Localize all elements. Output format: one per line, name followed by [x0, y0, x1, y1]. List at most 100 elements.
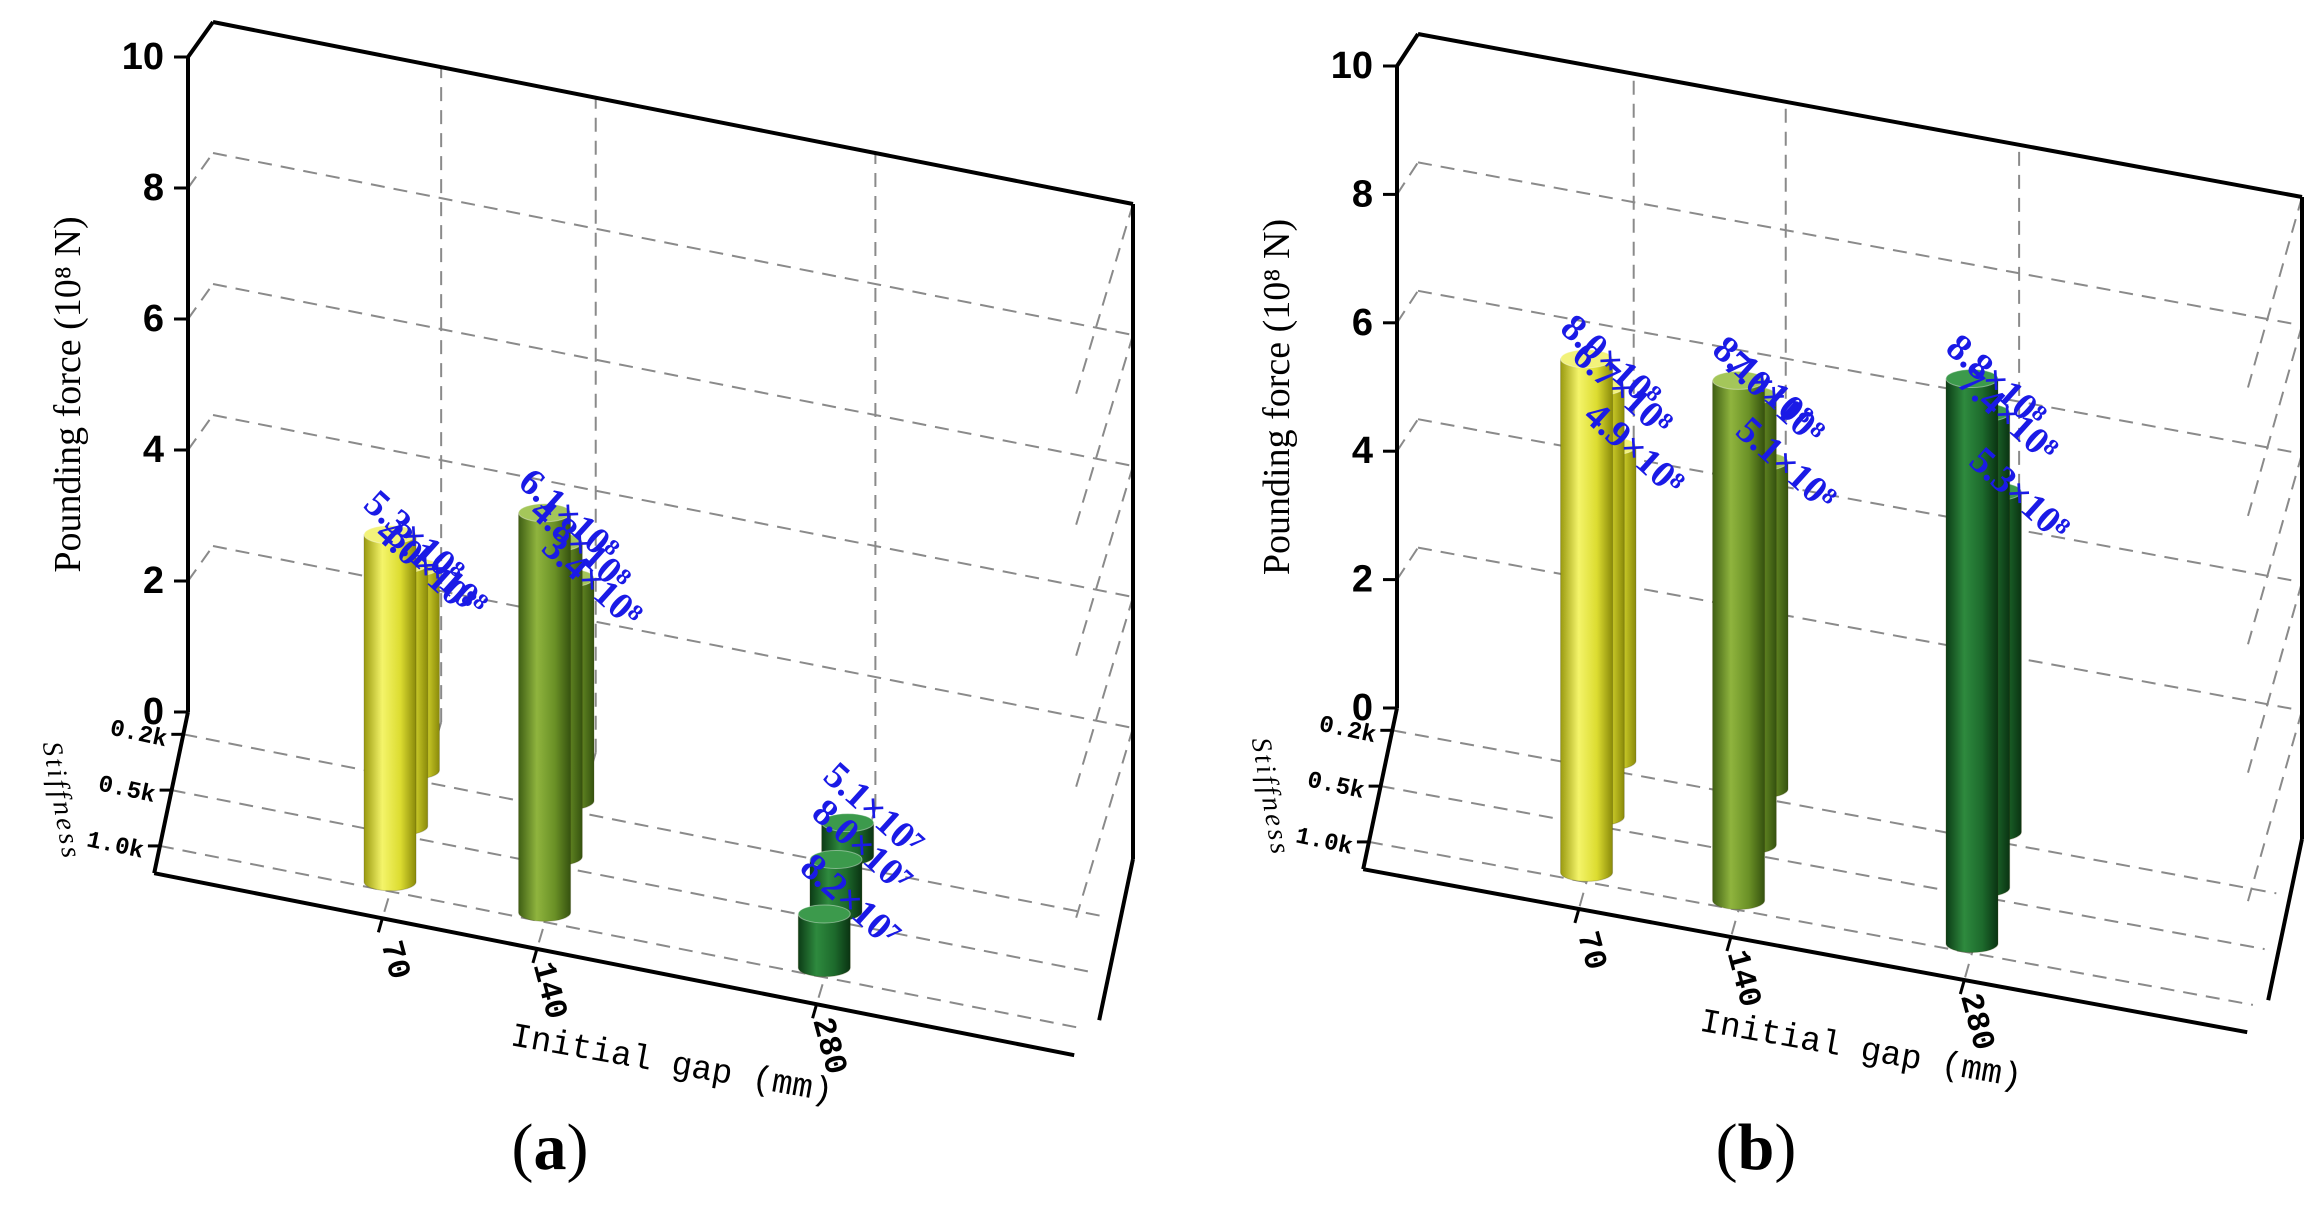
- stiffness-tick-label: 1.0k: [84, 827, 146, 865]
- bar-280-1.0k: [797, 904, 851, 978]
- grid-line-right: [2246, 196, 2303, 391]
- stiffness-axis-title: Stiffness: [1245, 735, 1296, 859]
- grid-line-floor: [159, 844, 1081, 1029]
- gap-tick: [1725, 936, 1733, 952]
- grid-line-back: [1417, 546, 2303, 712]
- grid-line-back: [1417, 289, 2303, 455]
- bar-140-1.0k: [1712, 370, 1766, 910]
- gap-tick: [531, 948, 539, 964]
- gap-tick-label: 280: [1951, 989, 2002, 1054]
- floor-right-edge: [2266, 838, 2304, 1001]
- axis-lines: [1356, 32, 2304, 1035]
- y-tick-label: 4: [1352, 430, 1373, 472]
- bar-280-0.2k: [821, 813, 875, 866]
- grid-line-right: [1073, 334, 1134, 532]
- grid-lines: [1368, 33, 2303, 1006]
- top-left-edge: [186, 20, 215, 59]
- stiffness-axis-title: Stiffness: [36, 739, 87, 863]
- bar-280-1.0k: [1945, 369, 1999, 953]
- stiffness-tick-label: 0.5k: [96, 772, 158, 810]
- top-left-edge: [1395, 32, 1420, 68]
- top-back-edge: [1417, 32, 2303, 199]
- grid-line-left: [187, 545, 214, 582]
- grid-line-back: [1417, 418, 2303, 584]
- gap-tick-label: 70: [372, 937, 418, 984]
- grid-line-right: [2246, 325, 2303, 519]
- grid-line-right: [1073, 727, 1134, 925]
- y-tick-label: 6: [1352, 302, 1373, 344]
- panel-letter-a: a: [533, 1111, 567, 1184]
- gap-tick: [811, 1003, 819, 1019]
- y-tick-label: 10: [122, 36, 164, 78]
- floor-right-edge: [1097, 858, 1135, 1021]
- y-tick-label: 2: [1352, 559, 1373, 601]
- y-axis-title: Pounding force (10⁸ N): [1256, 219, 1298, 575]
- grid-line-left: [187, 414, 214, 451]
- grid-line-floor: [1368, 840, 2254, 1006]
- gap-tick-label: 70: [1568, 927, 1614, 974]
- grid-line-left: [1396, 290, 1419, 324]
- grid-line-floor: [171, 789, 1092, 974]
- bar-top: [797, 904, 851, 924]
- y-tick-label: 8: [143, 167, 164, 209]
- panel-label-b: (b): [1715, 1111, 1797, 1184]
- gap-tick: [1958, 979, 1966, 995]
- stiffness-tick-label: 0.5k: [1305, 768, 1367, 806]
- grid-line-left: [187, 152, 214, 189]
- y-tick-label: 8: [1352, 173, 1373, 215]
- grid-line-right: [1073, 596, 1134, 794]
- grid-line-floor: [1380, 785, 2265, 951]
- bar-body: [1712, 379, 1766, 910]
- y-tick-label: 4: [143, 429, 164, 471]
- y-tick-label: 10: [1331, 45, 1373, 87]
- grid-line-back: [212, 545, 1134, 729]
- bar-70-1.0k: [1560, 349, 1614, 882]
- bars: [1560, 349, 2022, 953]
- y-tick-label: 2: [143, 560, 164, 602]
- grid-line-right: [2246, 581, 2303, 776]
- gap-tick-label: 140: [524, 958, 575, 1023]
- grid-line-right: [1073, 465, 1134, 663]
- grid-line-back: [212, 283, 1134, 467]
- y-tick-label: 0: [143, 691, 164, 733]
- bar-body: [363, 534, 417, 892]
- gap-tick: [376, 917, 384, 933]
- bar-body: [1560, 358, 1614, 882]
- grid-line-right: [1073, 203, 1134, 401]
- gap-tick-label: 140: [1718, 946, 1769, 1011]
- bar-70-1.0k: [363, 525, 417, 892]
- grid-lines: [159, 21, 1134, 1029]
- bar-top: [821, 813, 875, 833]
- bar-top: [1712, 370, 1766, 390]
- gap-axis-line: [1362, 867, 2248, 1035]
- panel-letter-b: b: [1737, 1111, 1775, 1184]
- panel-label-a: (a): [511, 1111, 589, 1184]
- grid-line-back: [1417, 161, 2303, 327]
- top-back-edge: [212, 20, 1134, 206]
- grid-line-left: [1396, 161, 1419, 195]
- gap-axis-title: Initial gap (mm): [508, 1018, 836, 1112]
- grid-line-right: [2246, 453, 2303, 648]
- gap-tick: [1573, 908, 1581, 924]
- bar-top: [518, 503, 572, 523]
- grid-line-left: [1396, 547, 1419, 581]
- bars: [363, 503, 875, 978]
- grid-line-right: [2246, 710, 2303, 905]
- gap-axis-line: [153, 871, 1075, 1058]
- grid-line-left: [1396, 418, 1419, 452]
- grid-line-back: [212, 414, 1134, 598]
- gap-tick-label: 280: [803, 1013, 854, 1078]
- y-tick-label: 0: [1352, 687, 1373, 729]
- bar-top: [1560, 349, 1614, 369]
- axis-lines: [147, 20, 1135, 1058]
- bar-top: [809, 849, 863, 869]
- bar-body: [518, 512, 572, 922]
- y-tick-label: 6: [143, 298, 164, 340]
- bar-body: [797, 913, 851, 978]
- bar-top: [363, 525, 417, 545]
- y-axis-title: Pounding force (10⁸ N): [47, 216, 89, 572]
